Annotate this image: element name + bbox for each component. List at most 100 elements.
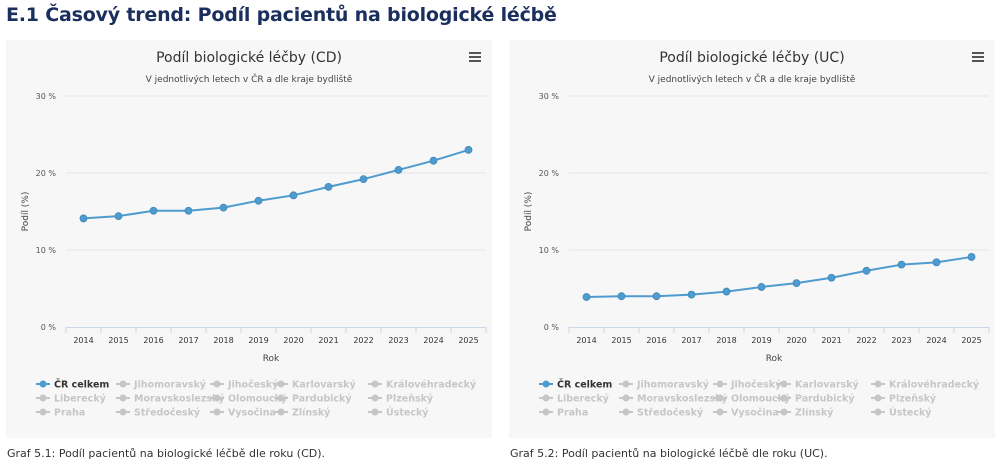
legend-item[interactable]: Královéhradecký [368, 380, 477, 391]
legend-marker-symbol [371, 380, 379, 388]
legend-marker-symbol [371, 408, 379, 416]
data-point[interactable] [254, 196, 263, 205]
legend-item[interactable]: Olomoucký [210, 394, 288, 405]
data-point[interactable] [687, 290, 696, 299]
legend-label: Plzeňský [889, 394, 937, 405]
x-tick-label: 2025 [458, 336, 478, 345]
legend-label: Královéhradecký [889, 380, 980, 391]
series-line [83, 148, 469, 220]
x-tick-label: 2020 [786, 336, 806, 345]
legend-item[interactable]: Jihočeský [210, 380, 279, 391]
legend-item[interactable]: Karlovarský [777, 380, 860, 391]
page-heading: E.1 Časový trend: Podíl pacientů na biol… [6, 4, 557, 26]
legend-label: Karlovarský [292, 380, 357, 391]
data-point[interactable] [149, 206, 158, 215]
data-point[interactable] [114, 212, 123, 221]
x-axis-title: Rok [263, 354, 280, 364]
menu-icon-bar [469, 56, 481, 58]
legend-item[interactable]: Liberecký [36, 394, 107, 405]
legend-item[interactable]: Praha [539, 408, 588, 419]
x-tick-label: 2014 [576, 336, 596, 345]
x-tick-label: 2014 [73, 336, 93, 345]
data-point[interactable] [617, 292, 626, 301]
legend-item[interactable]: Praha [36, 408, 85, 419]
legend-item[interactable]: Královéhradecký [871, 380, 980, 391]
legend-item[interactable]: Ústecký [368, 407, 429, 419]
legend-label: Liberecký [54, 394, 107, 405]
legend-marker-symbol [716, 394, 724, 402]
x-tick-label: 2023 [891, 336, 911, 345]
legend-label: Olomoucký [228, 394, 288, 405]
legend-marker-symbol [277, 394, 285, 402]
data-point[interactable] [464, 146, 473, 154]
legend-item[interactable]: Středočeský [619, 408, 704, 419]
legend-item[interactable]: Pardubický [777, 394, 855, 405]
legend-item[interactable]: Jihočeský [713, 380, 782, 391]
y-axis-title: Podíl (%) [21, 192, 31, 232]
legend-item[interactable]: Středočeský [116, 408, 201, 419]
chart-menu-button[interactable] [972, 52, 984, 62]
data-point[interactable] [184, 206, 193, 215]
legend-marker-symbol [119, 380, 127, 388]
legend-item[interactable]: Zlínský [274, 408, 331, 419]
legend-label: Liberecký [557, 394, 610, 405]
chart-title: Podíl biologické léčby (UC) [659, 50, 844, 66]
legend-label: Ústecký [889, 407, 932, 419]
data-point[interactable] [394, 166, 403, 174]
chart-menu-button[interactable] [469, 52, 481, 62]
legend-label: Jihočeský [730, 380, 782, 391]
data-point[interactable] [862, 266, 871, 275]
data-point[interactable] [324, 182, 333, 191]
data-point[interactable] [582, 293, 591, 301]
legend-item[interactable]: Jihomoravský [619, 380, 710, 391]
legend-item[interactable]: ČR celkem [539, 379, 612, 391]
legend-item[interactable]: Moravskoslezský [116, 394, 225, 405]
chart-subtitle: V jednotlivých letech v ČR a dle kraje b… [649, 73, 856, 85]
x-tick-label: 2020 [283, 336, 303, 345]
y-tick-label: 10 % [36, 246, 57, 255]
legend-item[interactable]: Zlínský [777, 408, 834, 419]
data-point[interactable] [652, 292, 661, 301]
x-tick-label: 2021 [318, 336, 338, 345]
data-point[interactable] [967, 253, 976, 261]
legend-marker-symbol [542, 380, 550, 388]
legend-item[interactable]: Vysočina [713, 408, 779, 419]
x-tick-label: 2017 [681, 336, 701, 345]
chart-panel-uc: Podíl biologické léčby (UC) V jednotlivýc… [509, 40, 995, 438]
hamburger-menu-icon [469, 52, 481, 62]
legend-item[interactable]: Moravskoslezský [619, 394, 728, 405]
legend-item[interactable]: ČR celkem [36, 379, 109, 391]
legend-marker-symbol [213, 394, 221, 402]
legend-item[interactable]: Plzeňský [871, 394, 937, 405]
menu-icon-bar [972, 56, 984, 58]
menu-icon-bar [972, 60, 984, 62]
chart-cd: Podíl biologické léčby (CD) V jednotlivýc… [21, 50, 487, 419]
chart-panel-cd: Podíl biologické léčby (CD) V jednotlivýc… [6, 40, 492, 438]
data-point[interactable] [827, 273, 836, 282]
legend-marker-symbol [213, 408, 221, 416]
data-point[interactable] [79, 214, 88, 223]
legend-item[interactable]: Jihomoravský [116, 380, 207, 391]
data-point[interactable] [897, 260, 906, 269]
legend-item[interactable]: Pardubický [274, 394, 352, 405]
legend-item[interactable]: Liberecký [539, 394, 610, 405]
data-point[interactable] [219, 203, 228, 212]
legend-label: Pardubický [795, 394, 855, 405]
x-tick-label: 2015 [611, 336, 631, 345]
legend-item[interactable]: Ústecký [871, 407, 932, 419]
y-tick-label: 0 % [41, 323, 57, 332]
y-tick-label: 30 % [36, 92, 57, 101]
x-tick-label: 2015 [108, 336, 128, 345]
chart-title: Podíl biologické léčby (CD) [156, 50, 342, 66]
data-point[interactable] [289, 191, 298, 200]
legend-item[interactable]: Olomoucký [713, 394, 791, 405]
legend-item[interactable]: Vysočina [210, 408, 276, 419]
data-point[interactable] [359, 175, 368, 184]
data-point[interactable] [757, 283, 766, 291]
data-point[interactable] [722, 287, 731, 296]
data-point[interactable] [429, 156, 438, 165]
data-point[interactable] [932, 258, 941, 267]
legend-item[interactable]: Karlovarský [274, 380, 357, 391]
legend-item[interactable]: Plzeňský [368, 394, 434, 405]
data-point[interactable] [792, 279, 801, 288]
